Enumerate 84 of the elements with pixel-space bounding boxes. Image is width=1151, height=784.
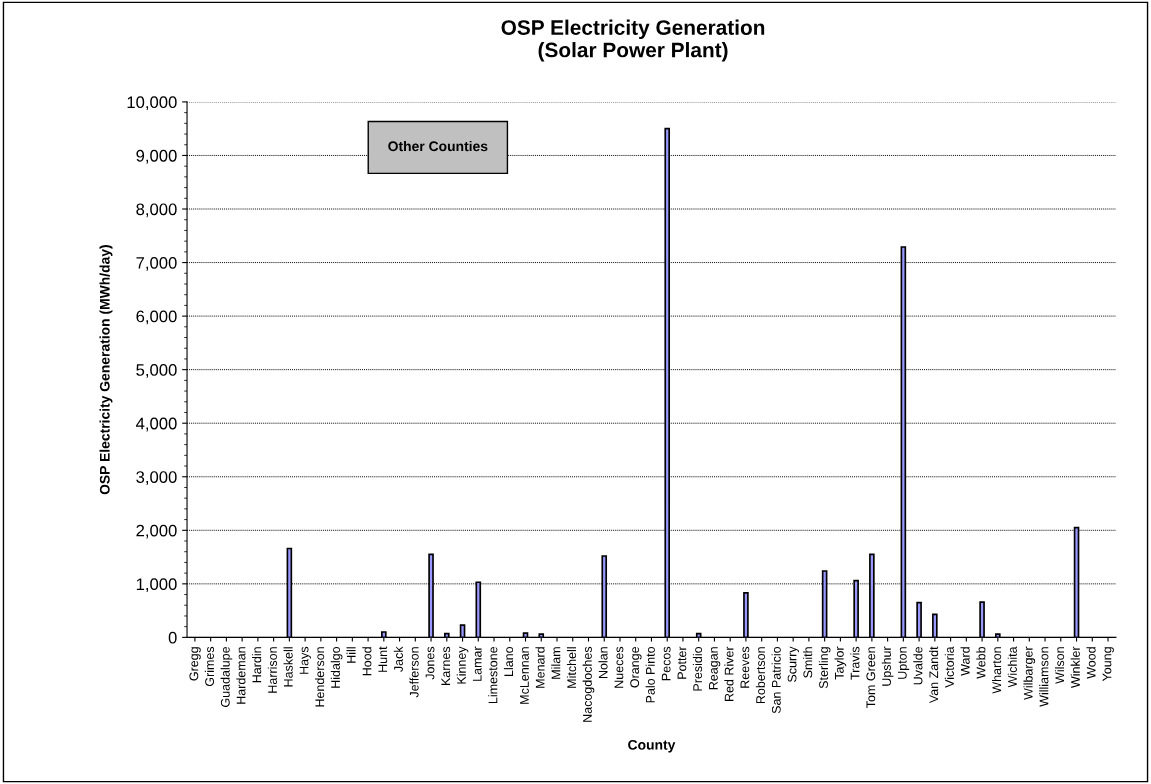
x-tick-label: Travis — [850, 646, 860, 680]
bar — [995, 633, 1001, 638]
x-tick-label: Van Zandt — [929, 646, 939, 704]
x-tick-label: Red River — [724, 646, 734, 701]
x-axis-title: County — [628, 739, 676, 753]
bar — [538, 633, 545, 638]
x-tick-label: Wharton — [991, 647, 1002, 694]
y-tick-label: 7,000 — [136, 256, 177, 271]
y-tick-label: 5,000 — [136, 364, 177, 378]
x-tick-label: Guadalupe — [220, 646, 233, 707]
x-tick-label: Mitchell — [566, 647, 577, 688]
x-tick-label: Grimes — [204, 646, 215, 687]
x-tick-label: Jones — [425, 646, 435, 680]
bar — [932, 613, 938, 638]
x-tick-label: Gregg — [189, 647, 201, 681]
x-tick-label: Nacogdoches — [582, 646, 595, 722]
x-tick-label: Henderson — [315, 647, 325, 707]
x-tick-label: Lamar — [472, 646, 482, 681]
x-tick-label: Hardin — [252, 647, 262, 683]
x-tick-label: Smith — [803, 647, 813, 678]
chart-title: OSP Electricity Generation (Solar Power Plant) — [501, 19, 765, 62]
y-tick-label: 6,000 — [136, 310, 177, 325]
bar — [381, 631, 387, 638]
y-tick-label: 8,000 — [136, 203, 177, 218]
x-tick-label: Karnes — [441, 646, 451, 685]
x-tick-label: Reagan — [709, 647, 721, 690]
x-tick-label: Wood — [1086, 647, 1096, 679]
y-tick-label: 1,000 — [136, 578, 177, 593]
x-tick-label: Hill — [346, 647, 356, 663]
x-tick-label: Jack — [393, 646, 403, 672]
x-tick-label: Wilson — [1054, 647, 1065, 684]
x-tick-label: Llano — [503, 646, 514, 676]
bar — [916, 601, 922, 638]
x-tick-label: Palo Pinto — [645, 646, 655, 703]
x-tick-label: Nolan — [598, 647, 608, 679]
x-tick-label: Winkler — [1070, 646, 1080, 689]
x-tick-label: Menard — [535, 647, 545, 688]
y-tick-label: 0 — [168, 631, 177, 644]
bar — [443, 632, 450, 638]
x-tick-label: Sterling — [818, 647, 831, 689]
x-tick-label: Haskell — [283, 647, 293, 687]
x-tick-label: Hunt — [378, 646, 388, 672]
x-tick-label: Pecos — [661, 646, 671, 681]
x-tick-label: Hood — [362, 647, 372, 676]
x-tick-label: Milam — [551, 647, 561, 679]
x-tick-label: Wichita — [1007, 646, 1017, 688]
x-tick-label: Orange — [630, 646, 642, 688]
x-tick-label: Reeves — [740, 646, 750, 688]
x-tick-label: Williamson — [1039, 647, 1049, 707]
x-tick-label: Tom Green — [866, 647, 876, 708]
x-tick-label: San Patricio — [771, 646, 781, 714]
x-tick-label: Harrison — [267, 647, 277, 693]
y-tick-label: 3,000 — [136, 471, 177, 485]
x-tick-label: Presidio — [692, 646, 703, 691]
x-tick-label: Limestone — [488, 646, 498, 704]
x-tick-label: Robertson — [755, 647, 766, 704]
x-tick-label: Ward — [960, 647, 970, 676]
annotation: Other Counties — [388, 140, 488, 152]
bar — [459, 624, 466, 638]
x-tick-label: Hidalgo — [330, 646, 343, 688]
y-tick-label: 9,000 — [136, 149, 177, 164]
x-tick-label: Victoria — [944, 646, 954, 688]
x-tick-label: Wilbarger — [1023, 646, 1036, 700]
x-tick-label: Young — [1102, 647, 1114, 682]
y-axis-title: OSP Electricity Generation (MWh/day) — [99, 245, 113, 495]
x-tick-label: Hardeman — [236, 647, 246, 704]
x-tick-label: Hays — [299, 646, 311, 674]
x-tick-label: Nueces — [614, 646, 624, 688]
y-tick-label: 2,000 — [136, 524, 177, 539]
y-tick-label: 10,000 — [127, 96, 177, 111]
x-tick-label: Kinney — [456, 646, 469, 684]
bar — [522, 632, 529, 638]
x-tick-label: Uvalde — [913, 646, 923, 685]
bar — [979, 601, 985, 638]
x-tick-label: Taylor — [834, 646, 847, 680]
x-tick-label: Jefferson — [409, 647, 419, 698]
x-tick-label: McLennan — [520, 647, 529, 704]
x-tick-label: Scurry — [787, 646, 799, 682]
y-tick-label: 4,000 — [135, 417, 177, 432]
x-tick-label: Potter — [677, 646, 687, 679]
bar — [743, 592, 749, 638]
x-tick-label: Upshur — [881, 646, 894, 686]
x-tick-label: Upton — [897, 647, 910, 679]
x-tick-label: Webb — [976, 646, 986, 679]
